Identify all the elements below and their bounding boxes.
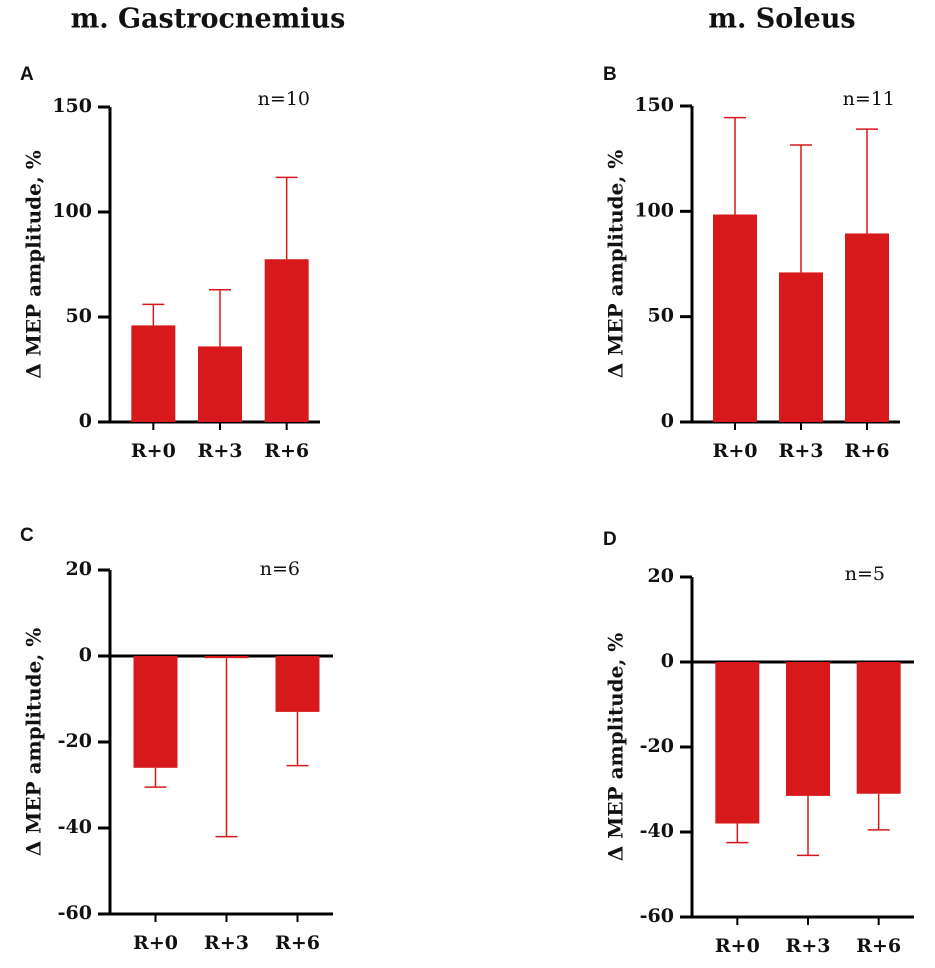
column-title: m. Gastrocnemius (71, 4, 346, 35)
x-tick-label: R+0 (131, 440, 176, 462)
x-tick-label: R+6 (264, 440, 309, 462)
y-tick-label: 0 (661, 650, 674, 672)
bar (786, 662, 830, 796)
y-tick-label: 50 (648, 305, 674, 327)
y-tick-label: 50 (66, 305, 92, 327)
annotation: n=11 (843, 88, 895, 110)
bar (856, 662, 901, 794)
bar (779, 272, 823, 422)
x-tick-label: R+0 (715, 935, 760, 957)
bar (715, 662, 760, 824)
y-tick-label: 0 (79, 644, 92, 666)
y-axis-label: Δ MEP amplitude, % (604, 150, 628, 379)
x-tick-label: R+3 (779, 440, 824, 462)
column-title: m. Soleus (708, 4, 855, 35)
bar (264, 259, 309, 422)
bar (131, 325, 176, 422)
panel-label: C (20, 525, 34, 546)
y-axis-label: Δ MEP amplitude, % (604, 633, 628, 862)
y-tick-label: 0 (661, 410, 674, 432)
x-tick-label: R+6 (275, 932, 320, 954)
annotation: n=10 (258, 88, 310, 110)
y-tick-label: -20 (640, 735, 674, 757)
y-tick-label: -60 (640, 905, 674, 927)
y-tick-label: -40 (58, 816, 92, 838)
bar (845, 233, 889, 422)
bar (198, 346, 242, 422)
y-tick-label: 100 (52, 200, 92, 222)
y-tick-label: 0 (79, 410, 92, 432)
x-tick-label: R+3 (198, 440, 243, 462)
y-tick-label: -40 (640, 820, 674, 842)
x-tick-label: R+3 (786, 935, 831, 957)
x-tick-label: R+0 (133, 932, 178, 954)
bar (133, 656, 178, 768)
y-tick-label: -20 (58, 730, 92, 752)
annotation: n=6 (260, 558, 300, 580)
y-tick-label: 150 (634, 94, 674, 116)
x-tick-label: R+6 (845, 440, 890, 462)
y-tick-label: 20 (648, 565, 674, 587)
bar (204, 656, 249, 659)
x-tick-label: R+3 (204, 932, 249, 954)
x-tick-label: R+6 (856, 935, 901, 957)
annotation: n=5 (845, 563, 885, 585)
y-tick-label: -60 (58, 902, 92, 924)
y-tick-label: 150 (52, 95, 92, 117)
y-axis-label: Δ MEP amplitude, % (22, 150, 46, 379)
panel-label: B (603, 64, 617, 85)
y-tick-label: 100 (634, 199, 674, 221)
bar (713, 214, 757, 422)
bar (275, 656, 320, 712)
panel-label: A (20, 64, 34, 85)
panel-label: D (603, 529, 617, 550)
y-axis-label: Δ MEP amplitude, % (22, 628, 46, 857)
x-tick-label: R+0 (713, 440, 758, 462)
y-tick-label: 20 (66, 558, 92, 580)
